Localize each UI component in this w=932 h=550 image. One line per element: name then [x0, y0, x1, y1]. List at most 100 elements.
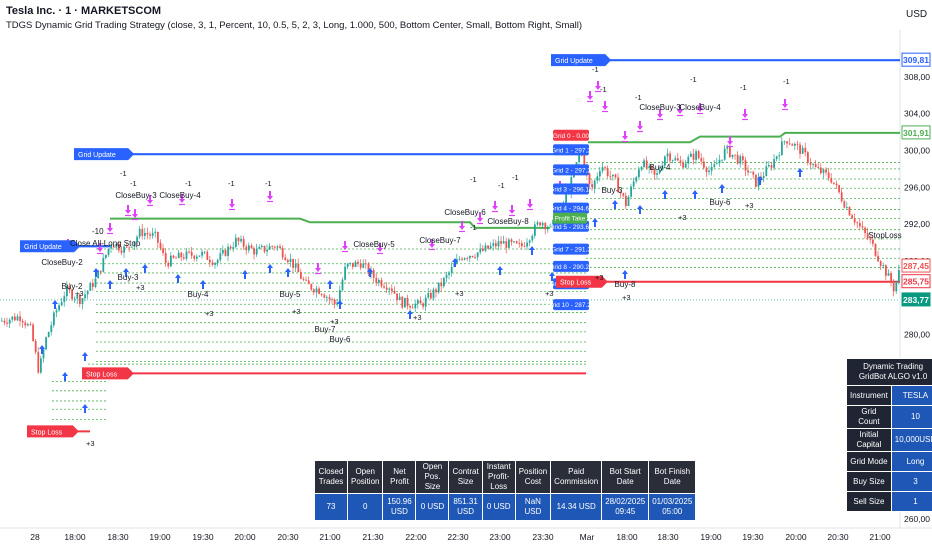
candle-body	[440, 282, 443, 287]
time-tick[interactable]: 23:30	[532, 532, 554, 542]
time-tick[interactable]: 19:30	[192, 532, 214, 542]
time-tick[interactable]: 21:30	[362, 532, 384, 542]
trade-label[interactable]: Buy-6	[330, 335, 351, 344]
grid-level-box-label[interactable]: Grid 2 - 297.2	[551, 167, 591, 174]
time-tick[interactable]: 19:30	[742, 532, 764, 542]
candle-body	[261, 245, 263, 247]
buy-arrow-icon	[142, 264, 148, 273]
time-tick[interactable]: 20:30	[277, 532, 299, 542]
trade-label[interactable]: Buy-4	[650, 163, 671, 172]
candle-body	[318, 288, 320, 294]
time-tick[interactable]: 20:00	[234, 532, 256, 542]
bot-info-key: Grid Mode	[846, 451, 892, 472]
trade-label[interactable]: CloseBuy-5	[353, 240, 395, 249]
candle-body	[333, 299, 336, 305]
time-tick[interactable]: 22:30	[447, 532, 469, 542]
candle-body	[71, 290, 73, 300]
grid-level-box-label[interactable]: Grid 5 - 293.61	[549, 224, 593, 231]
grid-level-box-label[interactable]: Grid 7 - 291.2	[551, 247, 591, 254]
candle-body	[443, 278, 445, 287]
price-tick[interactable]: 260,00	[904, 514, 930, 524]
price-tick[interactable]: 300,00	[904, 145, 930, 155]
time-tick[interactable]: 20:30	[827, 532, 849, 542]
time-tick[interactable]: 23:00	[489, 532, 511, 542]
time-tick[interactable]: 18:00	[64, 532, 86, 542]
price-axis-tag-label[interactable]: 309,81	[903, 55, 929, 65]
trade-label[interactable]: CloseBuy-6	[444, 208, 486, 217]
grid-level-box-label[interactable]: Grid 8 - 290.26	[549, 264, 593, 271]
time-tick[interactable]: 21:00	[869, 532, 891, 542]
candle-body	[640, 166, 643, 170]
stop-loss-flag-label[interactable]: Stop Loss	[560, 280, 592, 287]
candle-body	[307, 280, 310, 285]
candle-body	[755, 174, 757, 187]
trade-label[interactable]: CloseBuy-8	[487, 217, 529, 226]
time-tick[interactable]: 18:30	[657, 532, 679, 542]
time-tick[interactable]: Mar	[580, 532, 595, 542]
perf-header-cell: Open Pos. Size	[415, 460, 450, 494]
grid-update-flag-label[interactable]: Grid Update	[24, 244, 62, 251]
price-axis-tag-label[interactable]: 283,77	[903, 295, 929, 305]
grid-level-box-label[interactable]: Grid 1 - 297.2	[551, 147, 591, 154]
trade-label[interactable]: Buy-3	[602, 186, 623, 195]
perf-value-cell: 28/02/2025 09:45	[601, 493, 650, 521]
trade-label[interactable]: Buy-7	[315, 325, 336, 334]
price-axis-tag-bg	[901, 52, 931, 67]
price-axis-tag-label[interactable]: 285,75	[903, 277, 929, 287]
candle-body	[263, 245, 266, 252]
indicator-legend[interactable]: TDGS Dynamic Grid Trading Strategy (clos…	[6, 20, 583, 31]
sell-arrow-icon	[697, 103, 703, 112]
candle-body	[341, 279, 344, 291]
trade-label[interactable]: CloseBuy-3	[639, 103, 681, 112]
trade-label[interactable]: CloseBuy-7	[419, 236, 461, 245]
perf-value-cell: 851.31 USD	[448, 493, 483, 521]
time-tick[interactable]: 28	[30, 532, 40, 542]
price-tick[interactable]: 304,00	[904, 109, 930, 119]
price-axis-tag-label[interactable]: 287,45	[903, 261, 929, 271]
grid-update-flag-label[interactable]: Grid Update	[78, 152, 116, 159]
grid-update-flag-label[interactable]: Grid Update	[555, 58, 593, 65]
price-axis-tag-label[interactable]: 301,91	[903, 128, 929, 138]
price-tick[interactable]: 280,00	[904, 330, 930, 340]
trade-label[interactable]: Buy-2	[62, 282, 83, 291]
trade-label[interactable]: CloseBuy-4	[159, 191, 201, 200]
stop-loss-flag-label[interactable]: Stop Loss	[86, 371, 118, 378]
time-tick[interactable]: 20:00	[785, 532, 807, 542]
grid-level-box-label[interactable]: Grid 10 - 287.25	[548, 302, 595, 309]
entry-qty-label: +3	[205, 309, 214, 318]
candle-body	[336, 302, 339, 305]
trade-label[interactable]: Buy-4	[188, 290, 209, 299]
grid-level-box-label[interactable]: Grid 3 - 296.17	[549, 186, 593, 193]
bot-info-row: Grid Mode Long	[846, 451, 932, 472]
trade-label[interactable]: Buy-3	[118, 273, 139, 282]
symbol-title[interactable]: Tesla Inc. · 1 · MARKETSCOM	[6, 5, 162, 17]
stop-loss-flag-label[interactable]: Stop Loss	[31, 429, 63, 436]
price-tick[interactable]: 292,00	[904, 219, 930, 229]
time-tick[interactable]: 21:00	[319, 532, 341, 542]
time-tick[interactable]: 22:00	[405, 532, 427, 542]
trade-label[interactable]: Buy-5	[280, 290, 301, 299]
time-tick[interactable]: 18:00	[616, 532, 638, 542]
candle-body	[583, 153, 586, 169]
grid-update-flag: Grid Update	[19, 240, 81, 253]
price-tick[interactable]: 308,00	[904, 72, 930, 82]
trade-label[interactable]: CloseBuy-3	[115, 191, 157, 200]
time-tick[interactable]: 18:30	[107, 532, 129, 542]
price-tick[interactable]: 296,00	[904, 182, 930, 192]
time-tick[interactable]: 19:00	[700, 532, 722, 542]
trade-label[interactable]: Buy-8	[615, 280, 636, 289]
currency-label[interactable]: USD	[906, 9, 928, 20]
grid-level-box-label[interactable]: Grid 0 - 0.00	[553, 133, 590, 140]
trade-label[interactable]: CloseBuy-2	[41, 258, 83, 267]
candle-body	[638, 169, 640, 178]
trade-label[interactable]: Buy-6	[710, 198, 731, 207]
entry-qty-label: +3	[622, 293, 631, 302]
candle-body	[765, 166, 768, 177]
buy-arrow-icon	[327, 280, 333, 289]
candle-body	[406, 297, 409, 307]
candle-body	[242, 238, 245, 247]
trade-label[interactable]: CloseBuy-4	[679, 103, 721, 112]
grid-level-box-label[interactable]: Grid 4 - 294.66	[549, 206, 593, 213]
time-tick[interactable]: 19:00	[149, 532, 171, 542]
